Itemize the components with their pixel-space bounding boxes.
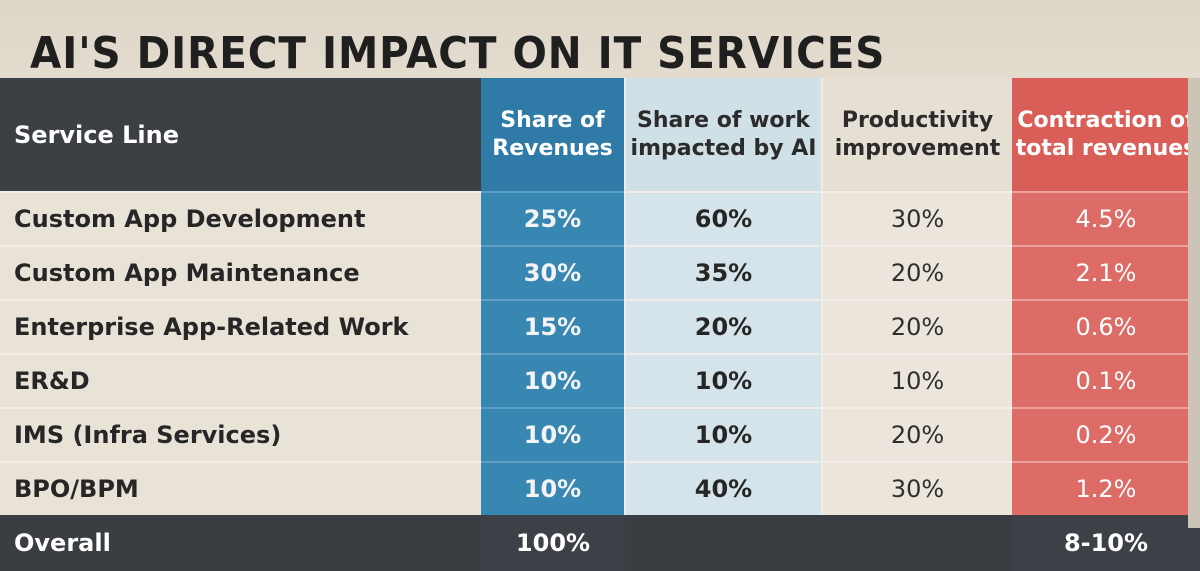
cell-service-line: Enterprise App-Related Work (0, 299, 481, 354)
cell-service-line: Custom App Maintenance (0, 245, 481, 300)
cell-share-of-work: 10% (624, 353, 822, 408)
cell-contraction: 2.1% (1012, 245, 1200, 300)
table-header: Service Line Share of Revenues Share of … (0, 78, 1200, 192)
table-row: Custom App Development 25% 60% 30% 4.5% (0, 191, 1200, 246)
cell-overall-label: Overall (0, 515, 481, 571)
header-share-of-work: Share of work impacted by AI (624, 78, 822, 192)
cell-overall-productivity-empty (822, 515, 1012, 571)
chart-title: AI'S DIRECT IMPACT ON IT SERVICES (30, 28, 886, 79)
cell-share-of-revenues: 10% (481, 461, 625, 515)
table-row: ER&D 10% 10% 10% 0.1% (0, 353, 1200, 408)
cell-contraction: 0.1% (1012, 353, 1200, 408)
overall-row: Overall 100% 8-10% (0, 515, 1200, 571)
header-share-of-revenues: Share of Revenues (481, 78, 625, 192)
cell-contraction: 0.2% (1012, 407, 1200, 462)
header-productivity-line-1: Productivity (841, 108, 994, 133)
cell-share-of-work: 10% (624, 407, 822, 462)
cell-overall-contraction: 8-10% (1012, 515, 1200, 571)
cell-share-of-revenues: 15% (481, 299, 625, 354)
table-footer: Overall 100% 8-10% (0, 515, 1200, 571)
cell-share-of-revenues: 10% (481, 353, 625, 408)
cell-overall-share: 100% (481, 515, 625, 571)
impact-table: Service Line Share of Revenues Share of … (0, 78, 1200, 571)
cell-service-line: Custom App Development (0, 191, 481, 246)
table-row: Enterprise App-Related Work 15% 20% 20% … (0, 299, 1200, 354)
header-contraction: Contraction of total revenues (1012, 78, 1200, 192)
cell-service-line: BPO/BPM (0, 461, 481, 515)
cell-share-of-revenues: 10% (481, 407, 625, 462)
cell-contraction: 1.2% (1012, 461, 1200, 515)
header-work-line-1: Share of work (636, 108, 811, 133)
page-edge-strip (1188, 78, 1200, 528)
cell-productivity: 10% (821, 353, 1012, 408)
cell-share-of-work: 40% (624, 461, 822, 515)
cell-productivity: 30% (821, 191, 1012, 246)
cell-productivity: 30% (821, 461, 1012, 515)
cell-share-of-revenues: 25% (481, 191, 625, 246)
header-row: Service Line Share of Revenues Share of … (0, 78, 1200, 192)
header-service-line-text: Service Line (14, 120, 180, 149)
cell-service-line: ER&D (0, 353, 481, 408)
header-productivity: Productivity improvement (821, 78, 1012, 192)
cell-service-line: IMS (Infra Services) (0, 407, 481, 462)
cell-contraction: 0.6% (1012, 299, 1200, 354)
table-row: IMS (Infra Services) 10% 10% 20% 0.2% (0, 407, 1200, 462)
header-productivity-line-2: improvement (834, 135, 1001, 161)
cell-overall-work-empty (625, 515, 822, 571)
header-service-line: Service Line (0, 78, 481, 192)
header-share-line-1: Share of (500, 108, 605, 133)
table-body: Custom App Development 25% 60% 30% 4.5% … (0, 191, 1200, 515)
cell-share-of-work: 35% (624, 245, 822, 300)
cell-productivity: 20% (821, 407, 1012, 462)
cell-contraction: 4.5% (1012, 191, 1200, 246)
cell-share-of-revenues: 30% (481, 245, 625, 300)
cell-productivity: 20% (821, 245, 1012, 300)
header-contraction-line-2: total revenues (1015, 135, 1197, 161)
table-row: Custom App Maintenance 30% 35% 20% 2.1% (0, 245, 1200, 300)
header-contraction-line-1: Contraction of (1017, 108, 1195, 133)
header-share-line-2: Revenues (492, 135, 613, 161)
cell-productivity: 20% (821, 299, 1012, 354)
header-work-line-2: impacted by AI (630, 135, 817, 161)
table-row: BPO/BPM 10% 40% 30% 1.2% (0, 461, 1200, 515)
cell-share-of-work: 60% (624, 191, 822, 246)
cell-share-of-work: 20% (624, 299, 822, 354)
